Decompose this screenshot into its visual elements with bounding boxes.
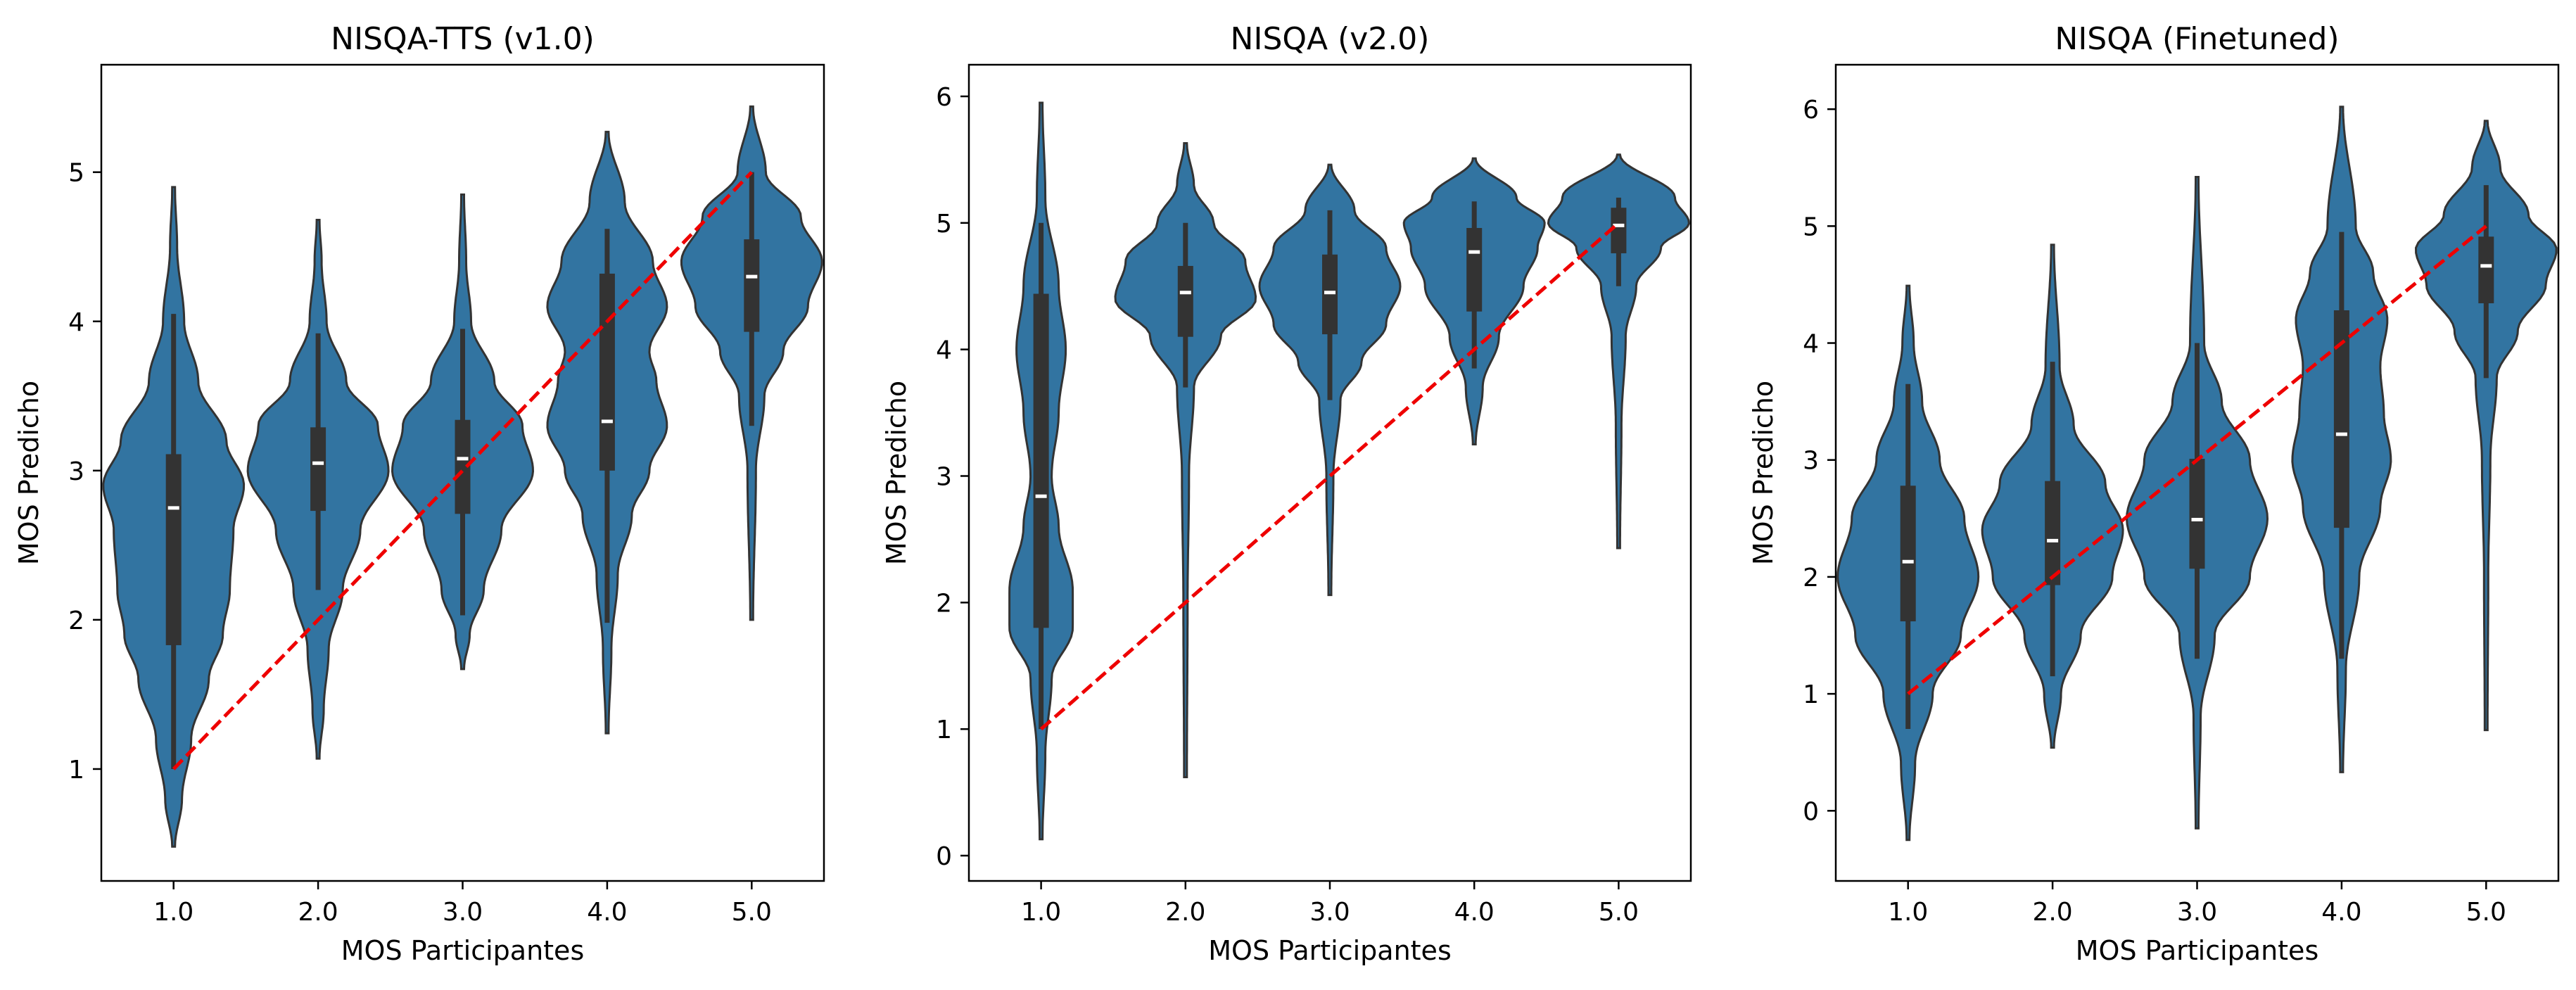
y-tick-label: 3: [1803, 447, 1819, 476]
y-tick-label: 6: [936, 83, 952, 112]
chart-title: NISQA (v2.0): [1231, 21, 1430, 57]
x-tick-label: 4.0: [1454, 898, 1495, 927]
y-tick-label: 4: [68, 308, 84, 337]
x-tick-label: 3.0: [443, 898, 483, 927]
y-tick-label: 3: [68, 457, 84, 486]
x-tick-label: 2.0: [298, 898, 338, 927]
y-tick-label: 1: [68, 756, 84, 785]
violin-iqr-box: [744, 239, 760, 332]
violin-iqr-box: [2333, 310, 2349, 528]
y-tick-label: 2: [1803, 564, 1819, 592]
y-tick-label: 3: [936, 462, 952, 491]
panel-3: NISQA (Finetuned) 1.0 2.0 3.0 4.0 5.0 0 1 2 3 4 5 6 M…: [1748, 21, 2560, 966]
x-tick-label: 2.0: [1165, 898, 1205, 927]
violin-iqr-box: [599, 273, 615, 471]
chart-title: NISQA (Finetuned): [2055, 21, 2339, 57]
y-axis-label: MOS Predicho: [881, 381, 912, 565]
violin-iqr-box: [1033, 293, 1049, 628]
violin-iqr-box: [2045, 481, 2061, 585]
y-tick-label: 1: [936, 716, 952, 744]
violin-iqr-box: [1466, 228, 1483, 312]
x-tick-label: 4.0: [2321, 898, 2361, 927]
x-tick-label: 5.0: [732, 898, 772, 927]
violin-iqr-box: [310, 427, 326, 512]
violin-iqr-box: [1900, 486, 1916, 622]
violin-iqr-box: [1177, 265, 1193, 337]
x-axis-label: MOS Participantes: [341, 935, 585, 966]
violin-iqr-box: [455, 419, 471, 514]
y-tick-label: 5: [936, 210, 952, 239]
violin-iqr-box: [1322, 254, 1338, 335]
x-tick-label: 1.0: [1021, 898, 1061, 927]
violin-iqr-box: [2478, 236, 2494, 304]
y-tick-label: 1: [1803, 680, 1819, 709]
y-tick-label: 2: [936, 589, 952, 618]
y-axis-label: MOS Predicho: [1748, 381, 1779, 565]
x-tick-label: 2.0: [2032, 898, 2072, 927]
panel-2: NISQA (v2.0) 1.0 2.0 3.0 4.0 5.0 0 1 2 3 4 5 6 MOS Pa…: [881, 21, 1692, 966]
reference-line: [1907, 224, 2487, 696]
x-tick-label: 4.0: [587, 898, 627, 927]
violin-5.0: [2414, 120, 2558, 732]
y-tick-label: 6: [1803, 96, 1819, 125]
violin-2.0: [1114, 142, 1257, 778]
y-axis-label: MOS Predicho: [13, 381, 44, 565]
y-tick-label: 0: [1803, 797, 1819, 826]
x-tick-label: 5.0: [2466, 898, 2506, 927]
reference-line: [172, 170, 754, 770]
y-tick-label: 5: [68, 159, 84, 188]
y-tick-label: 0: [936, 842, 952, 871]
x-tick-label: 3.0: [2177, 898, 2217, 927]
panel-1: NISQA-TTS (v1.0) 1.0 2.0 3.0 4.0 5.0 1 2 3 4 5 MOS …: [13, 21, 825, 966]
y-tick-label: 4: [936, 336, 952, 365]
x-axis-label: MOS Participantes: [1208, 935, 1452, 966]
violin-iqr-box: [2189, 459, 2205, 569]
chart-title: NISQA-TTS (v1.0): [331, 21, 595, 57]
y-tick-label: 5: [1803, 212, 1819, 241]
x-tick-label: 1.0: [153, 898, 193, 927]
violin-iqr-box: [165, 454, 182, 645]
x-tick-label: 3.0: [1309, 898, 1350, 927]
x-axis-label: MOS Participantes: [2076, 935, 2319, 966]
x-tick-label: 5.0: [1599, 898, 1639, 927]
y-tick-label: 4: [1803, 330, 1819, 359]
y-tick-label: 2: [68, 607, 84, 635]
x-tick-label: 1.0: [1888, 898, 1928, 927]
violin-iqr-box: [1611, 208, 1627, 253]
